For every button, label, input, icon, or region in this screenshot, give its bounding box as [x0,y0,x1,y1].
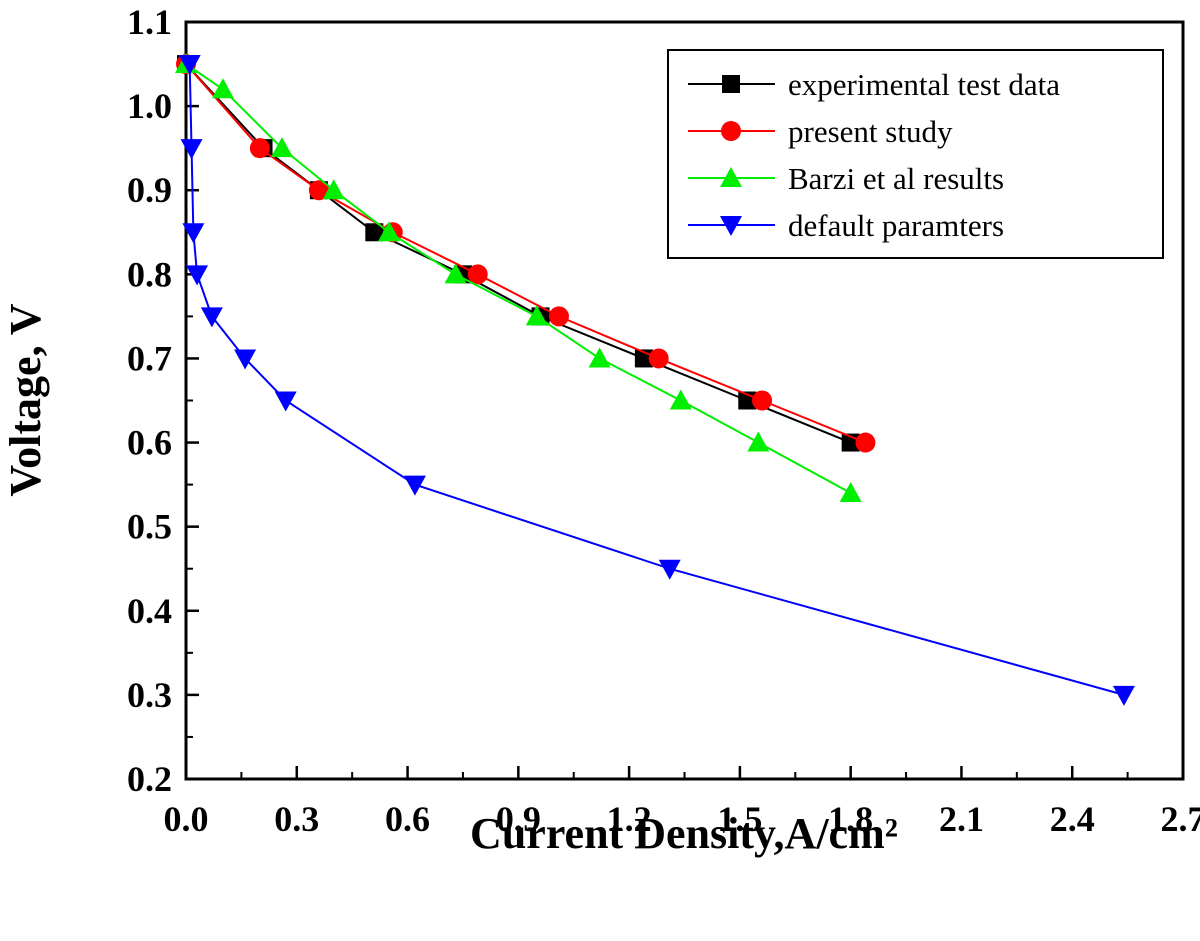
data-point [855,432,876,453]
series-line [188,64,1125,696]
y-tick-label: 0.5 [127,507,172,547]
data-point [548,306,569,327]
y-tick-label: 0.6 [127,423,172,463]
y-tick-label: 0.2 [127,759,172,799]
x-tick-label: 0.9 [496,799,541,839]
data-point [211,78,234,99]
data-point [322,179,345,200]
x-tick-label: 2.7 [1161,799,1200,839]
legend-entry: experimental test data [688,67,1060,102]
data-point [234,349,257,370]
data-point [752,390,773,411]
data-point [178,55,201,76]
data-point [839,482,862,503]
x-tick-label: 2.4 [1050,799,1095,839]
legend: experimental test data present study Barzi… [688,67,1060,243]
data-point [249,138,270,159]
data-point [308,180,329,201]
legend-label: present study [788,114,953,149]
y-tick-label: 0.8 [127,254,172,294]
x-axis-title: Current Density,A/cm² [470,809,898,858]
data-point [365,223,384,242]
legend-marker [720,167,742,187]
data-point [182,223,205,244]
legend-label: Barzi et al results [788,161,1004,196]
x-tick-label: 0.6 [385,799,430,839]
legend-entry: Barzi et al results [688,161,1004,196]
series-3 [178,55,1135,706]
data-point [467,264,488,285]
data-point [403,475,426,496]
x-tick-label: 1.2 [607,799,652,839]
data-point [271,137,294,158]
legend-marker [721,121,741,141]
x-tick-label: 1.8 [828,799,873,839]
x-tick-label: 0.3 [274,799,319,839]
legend-marker [720,216,742,236]
x-tick-label: 0.0 [164,799,209,839]
data-point [180,139,203,160]
y-tick-label: 0.3 [127,675,172,715]
data-point [1112,685,1135,706]
data-point [588,347,611,368]
data-point [669,389,692,410]
y-tick-label: 0.9 [127,170,172,210]
y-tick-label: 0.7 [127,338,172,378]
data-point [274,391,297,412]
x-tick-label: 1.5 [717,799,762,839]
y-tick-label: 1.1 [127,2,172,42]
legend-label: experimental test data [788,67,1060,102]
series-group [175,53,1135,706]
data-point [186,265,209,286]
data-point [444,263,467,284]
x-tick-label: 2.1 [939,799,984,839]
y-axis-title: Voltage, V [1,303,50,496]
data-point [747,431,770,452]
data-point [200,307,223,328]
data-point [378,221,401,242]
y-tick-label: 1.0 [127,86,172,126]
data-point [658,559,681,580]
data-point [525,305,548,326]
legend-label: default paramters [788,208,1004,243]
legend-entry: present study [688,114,953,149]
legend-entry: default paramters [688,208,1004,243]
data-point [648,348,669,369]
legend-marker [722,75,740,93]
y-tick-label: 0.4 [127,591,172,631]
axis-tick-labels: 0.0 0.3 0.6 0.9 1.2 1.5 1.8 2.1 2.4 2.7 0.2 0.3 0.4 0… [127,2,1200,839]
